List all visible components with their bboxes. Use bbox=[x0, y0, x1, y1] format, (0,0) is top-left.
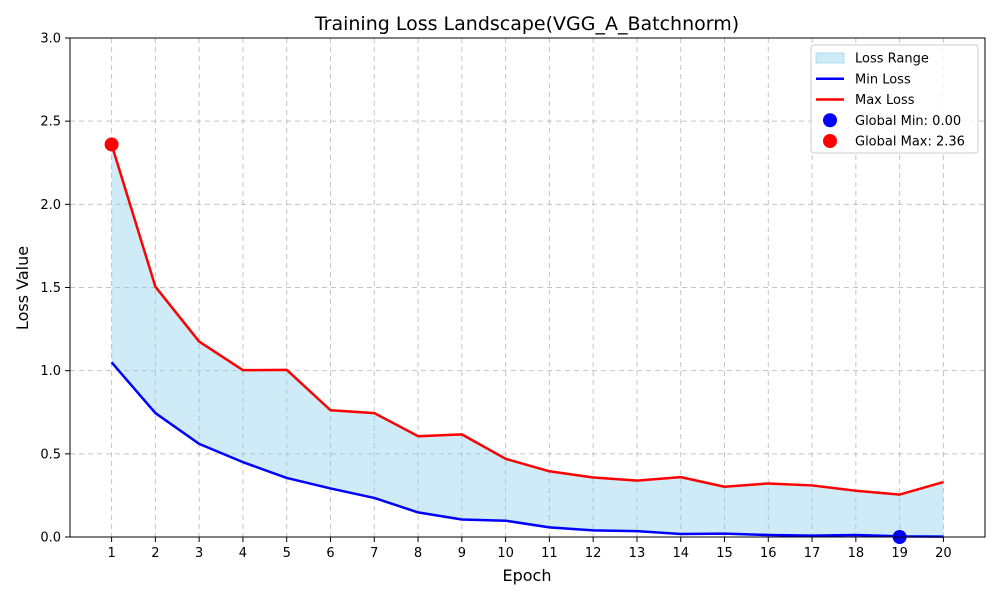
x-tick-label: 11 bbox=[541, 546, 558, 561]
y-tick-label: 3.0 bbox=[40, 32, 61, 47]
x-tick-label: 5 bbox=[283, 546, 291, 561]
x-tick-label: 10 bbox=[497, 546, 514, 561]
x-tick-label: 16 bbox=[760, 546, 777, 561]
y-tick-label: 2.0 bbox=[40, 198, 61, 213]
x-tick-label: 20 bbox=[935, 546, 952, 561]
chart-title: Training Loss Landscape(VGG_A_Batchnorm) bbox=[314, 13, 739, 35]
legend-entry: Global Min: 0.00 bbox=[855, 114, 961, 129]
legend-swatch bbox=[823, 134, 837, 148]
legend: Loss Range Min Loss Max Loss Global Min: 0.… bbox=[810, 44, 979, 154]
x-axis-label: Epoch bbox=[503, 566, 552, 585]
y-axis-label: Loss Value bbox=[13, 246, 32, 330]
x-tick-label: 6 bbox=[326, 546, 334, 561]
fill-layer bbox=[111, 144, 944, 537]
min-loss-line bbox=[110, 361, 944, 538]
x-tick-label: 15 bbox=[716, 546, 733, 561]
lines-layer bbox=[110, 144, 944, 538]
x-tick-label: 1 bbox=[107, 546, 115, 561]
y-tick-label: 1.0 bbox=[40, 364, 61, 379]
x-tick-label: 2 bbox=[151, 546, 159, 561]
x-tick-label: 9 bbox=[458, 546, 466, 561]
x-tick-label: 8 bbox=[414, 546, 422, 561]
legend-swatch bbox=[823, 113, 837, 128]
global-max-marker bbox=[104, 137, 119, 152]
x-tick-label: 7 bbox=[370, 546, 378, 561]
y-tick-label: 2.5 bbox=[40, 115, 61, 130]
y-axis-ticks: 0.0 0.5 1.0 1.5 2.0 2.5 3.0 bbox=[40, 32, 70, 546]
y-tick-label: 0.5 bbox=[40, 447, 61, 462]
x-tick-label: 17 bbox=[804, 546, 821, 561]
x-tick-label: 14 bbox=[672, 546, 689, 561]
legend-entry: Min Loss bbox=[855, 72, 911, 87]
legend-entry: Global Max: 2.36 bbox=[855, 135, 965, 150]
legend-entry: Max Loss bbox=[855, 93, 915, 108]
y-tick-label: 0.0 bbox=[40, 531, 61, 546]
loss-range-area bbox=[111, 144, 944, 537]
x-tick-label: 12 bbox=[585, 546, 602, 561]
x-tick-label: 4 bbox=[239, 546, 247, 561]
y-tick-label: 1.5 bbox=[40, 281, 61, 296]
x-tick-label: 13 bbox=[629, 546, 646, 561]
x-axis-ticks: 1 2 3 4 5 6 7 8 9 10 11 12 13 14 15 16 17 18 19 20 bbox=[107, 537, 952, 561]
x-tick-label: 18 bbox=[848, 546, 865, 561]
x-tick-label: 3 bbox=[195, 546, 203, 561]
legend-swatch bbox=[815, 52, 845, 64]
legend-entry: Loss Range bbox=[855, 52, 929, 67]
max-loss-line bbox=[110, 144, 944, 496]
x-tick-label: 19 bbox=[891, 546, 908, 561]
legend-box bbox=[810, 44, 979, 154]
